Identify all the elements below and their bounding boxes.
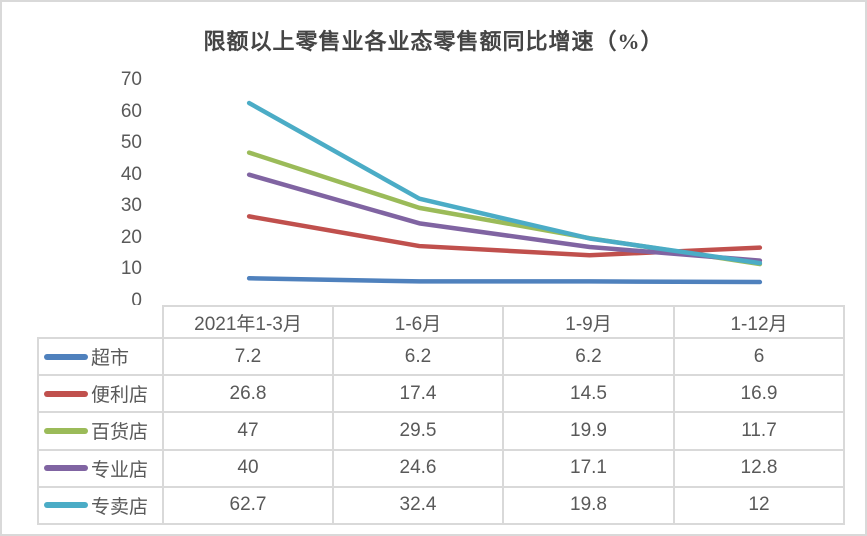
legend-key-line-icon xyxy=(44,502,88,509)
chart-title: 限额以上零售业各业态零售额同比增速（%） xyxy=(203,29,664,54)
table-value-cell: 29.5 xyxy=(334,413,504,451)
legend-key-line-icon xyxy=(44,390,88,397)
y-axis-tick-label: 50 xyxy=(120,132,142,154)
table-value-cell: 40 xyxy=(164,450,334,488)
table-value-cell: 62.7 xyxy=(164,487,334,525)
table-header-cell: 1-6月 xyxy=(334,305,504,339)
data-table: 2021年1-3月 1-6月 1-9月 1-12月 超市 7.2 6.2 6.2 6 便利店 26.… xyxy=(37,305,845,525)
y-axis-tick-label: 40 xyxy=(120,163,142,185)
table-header-cell: 2021年1-3月 xyxy=(164,305,334,339)
legend-key-line-icon xyxy=(44,465,88,472)
legend-cell: 专业店 xyxy=(37,450,164,488)
table-value-cell: 24.6 xyxy=(334,450,504,488)
y-axis-tick-label: 20 xyxy=(120,226,142,248)
table-value-cell: 17.1 xyxy=(504,450,675,488)
series-name-label: 百货店 xyxy=(91,422,149,444)
table-value-cell: 47 xyxy=(164,413,334,451)
table-value-cell: 6.2 xyxy=(334,339,504,377)
legend-key-line-icon xyxy=(44,427,88,434)
table-value-cell: 32.4 xyxy=(334,487,504,525)
legend-cell: 百货店 xyxy=(37,413,164,451)
legend-key-line-icon xyxy=(44,353,88,360)
legend-cell: 专卖店 xyxy=(37,487,164,525)
y-axis-labels: 0 10 20 30 40 50 60 70 xyxy=(2,2,142,534)
table-header-cell: 1-12月 xyxy=(675,305,845,339)
y-axis-tick-label: 10 xyxy=(120,258,142,280)
table-value-cell: 7.2 xyxy=(164,339,334,377)
series-line-专业店 xyxy=(246,172,763,263)
legend-cell: 便利店 xyxy=(37,376,164,414)
series-line-专卖店 xyxy=(246,100,763,266)
table-value-cell: 16.9 xyxy=(675,376,845,414)
table-value-cell: 19.8 xyxy=(504,487,675,525)
table-value-cell: 17.4 xyxy=(334,376,504,414)
legend-cell: 超市 xyxy=(37,339,164,377)
series-name-label: 专业店 xyxy=(91,459,149,481)
table-value-cell: 19.9 xyxy=(504,413,675,451)
table-value-cell: 11.7 xyxy=(675,413,845,451)
series-line-便利店 xyxy=(246,214,763,258)
table-value-cell: 6.2 xyxy=(504,339,675,377)
table-value-cell: 6 xyxy=(675,339,845,377)
table-corner-cell xyxy=(37,305,164,339)
table-value-cell: 26.8 xyxy=(164,376,334,414)
table-value-cell: 14.5 xyxy=(504,376,675,414)
table-header-cell: 1-9月 xyxy=(504,305,675,339)
series-name-label: 超市 xyxy=(91,348,130,370)
y-axis-tick-label: 0 xyxy=(131,290,142,311)
y-axis-tick-label: 30 xyxy=(120,195,142,217)
series-line-超市 xyxy=(246,276,763,285)
series-line-百货店 xyxy=(246,150,763,267)
table-value-cell: 12.8 xyxy=(675,450,845,488)
y-axis-tick-label: 70 xyxy=(120,69,142,90)
y-axis-tick-label: 60 xyxy=(120,100,142,122)
table-value-cell: 12 xyxy=(675,487,845,525)
series-name-label: 专卖店 xyxy=(91,496,149,518)
series-name-label: 便利店 xyxy=(91,385,149,407)
